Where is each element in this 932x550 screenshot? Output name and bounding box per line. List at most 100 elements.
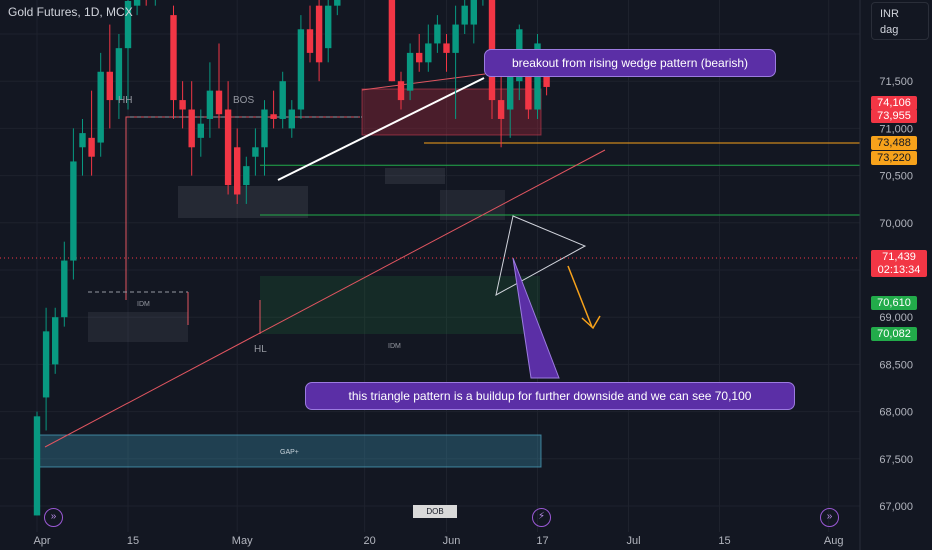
candle-body: [252, 147, 259, 157]
currency-box[interactable]: INR dag: [871, 2, 929, 40]
y-tick-label: 70,500: [879, 171, 913, 183]
y-tick-label: 67,500: [879, 454, 913, 466]
candle-body: [507, 71, 514, 110]
demand-zone: [260, 276, 540, 334]
candle-body: [325, 5, 332, 49]
dob-badge: DOB: [413, 505, 457, 518]
projection-arrow-head: [581, 315, 601, 330]
candle-body: [525, 76, 532, 110]
candle-body: [133, 0, 141, 6]
candle-body: [170, 15, 177, 101]
time-axis: Apr 15 May 20 Jun 17 Jul 15 Aug: [33, 535, 843, 547]
price-tag-74106: 74,106: [871, 96, 917, 110]
candle-body: [416, 52, 423, 63]
event-marker-mid[interactable]: ⚡: [532, 508, 551, 527]
x-tick-label: 20: [363, 535, 375, 547]
x-tick-label: Aug: [824, 535, 844, 547]
x-tick-label: 17: [536, 535, 548, 547]
candle-body: [334, 0, 341, 6]
candle-body: [261, 109, 268, 148]
projection-arrow: [567, 265, 593, 328]
price-tag-73220: 73,220: [871, 151, 917, 165]
candle-body: [243, 166, 250, 186]
label-idm-2: IDM: [388, 343, 401, 350]
y-tick-label: 68,000: [879, 407, 913, 419]
label-gap-low: GAP+: [280, 449, 299, 456]
supply-zone: [361, 88, 542, 136]
candle-body: [461, 5, 468, 25]
candle-body: [188, 109, 195, 148]
candle-body: [97, 71, 104, 143]
y-tick-label: 71,500: [879, 76, 913, 88]
candle-body: [315, 5, 323, 63]
y-tick-label: 71,000: [879, 123, 913, 135]
price-tag-70610: 70,610: [871, 296, 917, 310]
candle-body: [297, 29, 305, 110]
label-bos: BOS: [233, 95, 254, 106]
candle-body: [406, 52, 414, 91]
candle-body: [215, 90, 223, 115]
zone-labels: HH BOS HL IDM IDM GAP+: [118, 95, 401, 456]
candle-body: [470, 0, 477, 25]
candles: [33, 0, 550, 516]
callout-pointer-breakout: [277, 77, 485, 181]
candle-body: [197, 123, 204, 138]
candle-body: [115, 48, 123, 101]
candle-body: [397, 81, 405, 101]
gap-zone-mid: [385, 168, 445, 184]
candle-body: [279, 81, 286, 119]
ticker-title: Gold Futures, 1D, MCX: [8, 5, 133, 19]
candle-body: [61, 260, 68, 318]
x-tick-label: 15: [718, 535, 730, 547]
candle-body: [425, 43, 432, 63]
price-tag-73488: 73,488: [871, 136, 917, 150]
x-tick-label: Jun: [443, 535, 461, 547]
candle-body: [306, 29, 314, 53]
y-tick-label: 70,000: [879, 218, 913, 230]
callout-pointer-triangle: [512, 257, 560, 379]
candle-body: [224, 109, 232, 186]
current-price-tag: 71,439 02:13:34: [871, 250, 927, 277]
wedge-upper-line: [361, 73, 486, 91]
candle-body: [70, 161, 77, 261]
y-tick-label: 69,000: [879, 312, 913, 324]
price-tag-73955: 73,955: [871, 109, 917, 123]
countdown-value: 02:13:34: [877, 264, 921, 276]
candle-body: [497, 100, 505, 119]
candle-body: [206, 90, 214, 119]
event-marker-right[interactable]: »: [820, 508, 839, 527]
price-tag-70082: 70,082: [871, 327, 917, 341]
label-hh: HH: [118, 95, 132, 106]
zones: [35, 88, 542, 468]
candle-body: [388, 0, 396, 82]
fvg-zone-1: [178, 186, 308, 218]
label-idm-1: IDM: [137, 301, 150, 308]
event-marker-left[interactable]: »: [44, 508, 63, 527]
candle-body: [434, 24, 441, 44]
callout-triangle: this triangle pattern is a buildup for f…: [305, 382, 795, 410]
callout-breakout: breakout from rising wedge pattern (bear…: [484, 49, 776, 77]
interval-label: dag: [880, 24, 899, 36]
drawing-lines: [0, 73, 870, 448]
candle-body: [452, 24, 459, 53]
current-price-value: 71,439: [882, 251, 916, 263]
candle-body: [179, 100, 186, 110]
fvg-zone-2: [88, 312, 188, 342]
candle-body: [88, 137, 95, 157]
currency-label: INR: [880, 8, 899, 20]
candle-body: [42, 331, 50, 398]
x-tick-label: Jul: [626, 535, 640, 547]
candle-body: [106, 71, 113, 101]
y-tick-label: 67,000: [879, 501, 913, 513]
wedge-lower-line: [44, 149, 606, 448]
label-hl: HL: [254, 344, 267, 355]
candle-body: [270, 114, 277, 119]
candle-body: [234, 147, 241, 195]
candle-body: [443, 43, 450, 53]
x-tick-label: May: [232, 535, 253, 547]
candle-body: [79, 133, 86, 148]
candle-body: [33, 416, 41, 516]
y-tick-label: 68,500: [879, 359, 913, 371]
x-tick-label: Apr: [33, 535, 50, 547]
